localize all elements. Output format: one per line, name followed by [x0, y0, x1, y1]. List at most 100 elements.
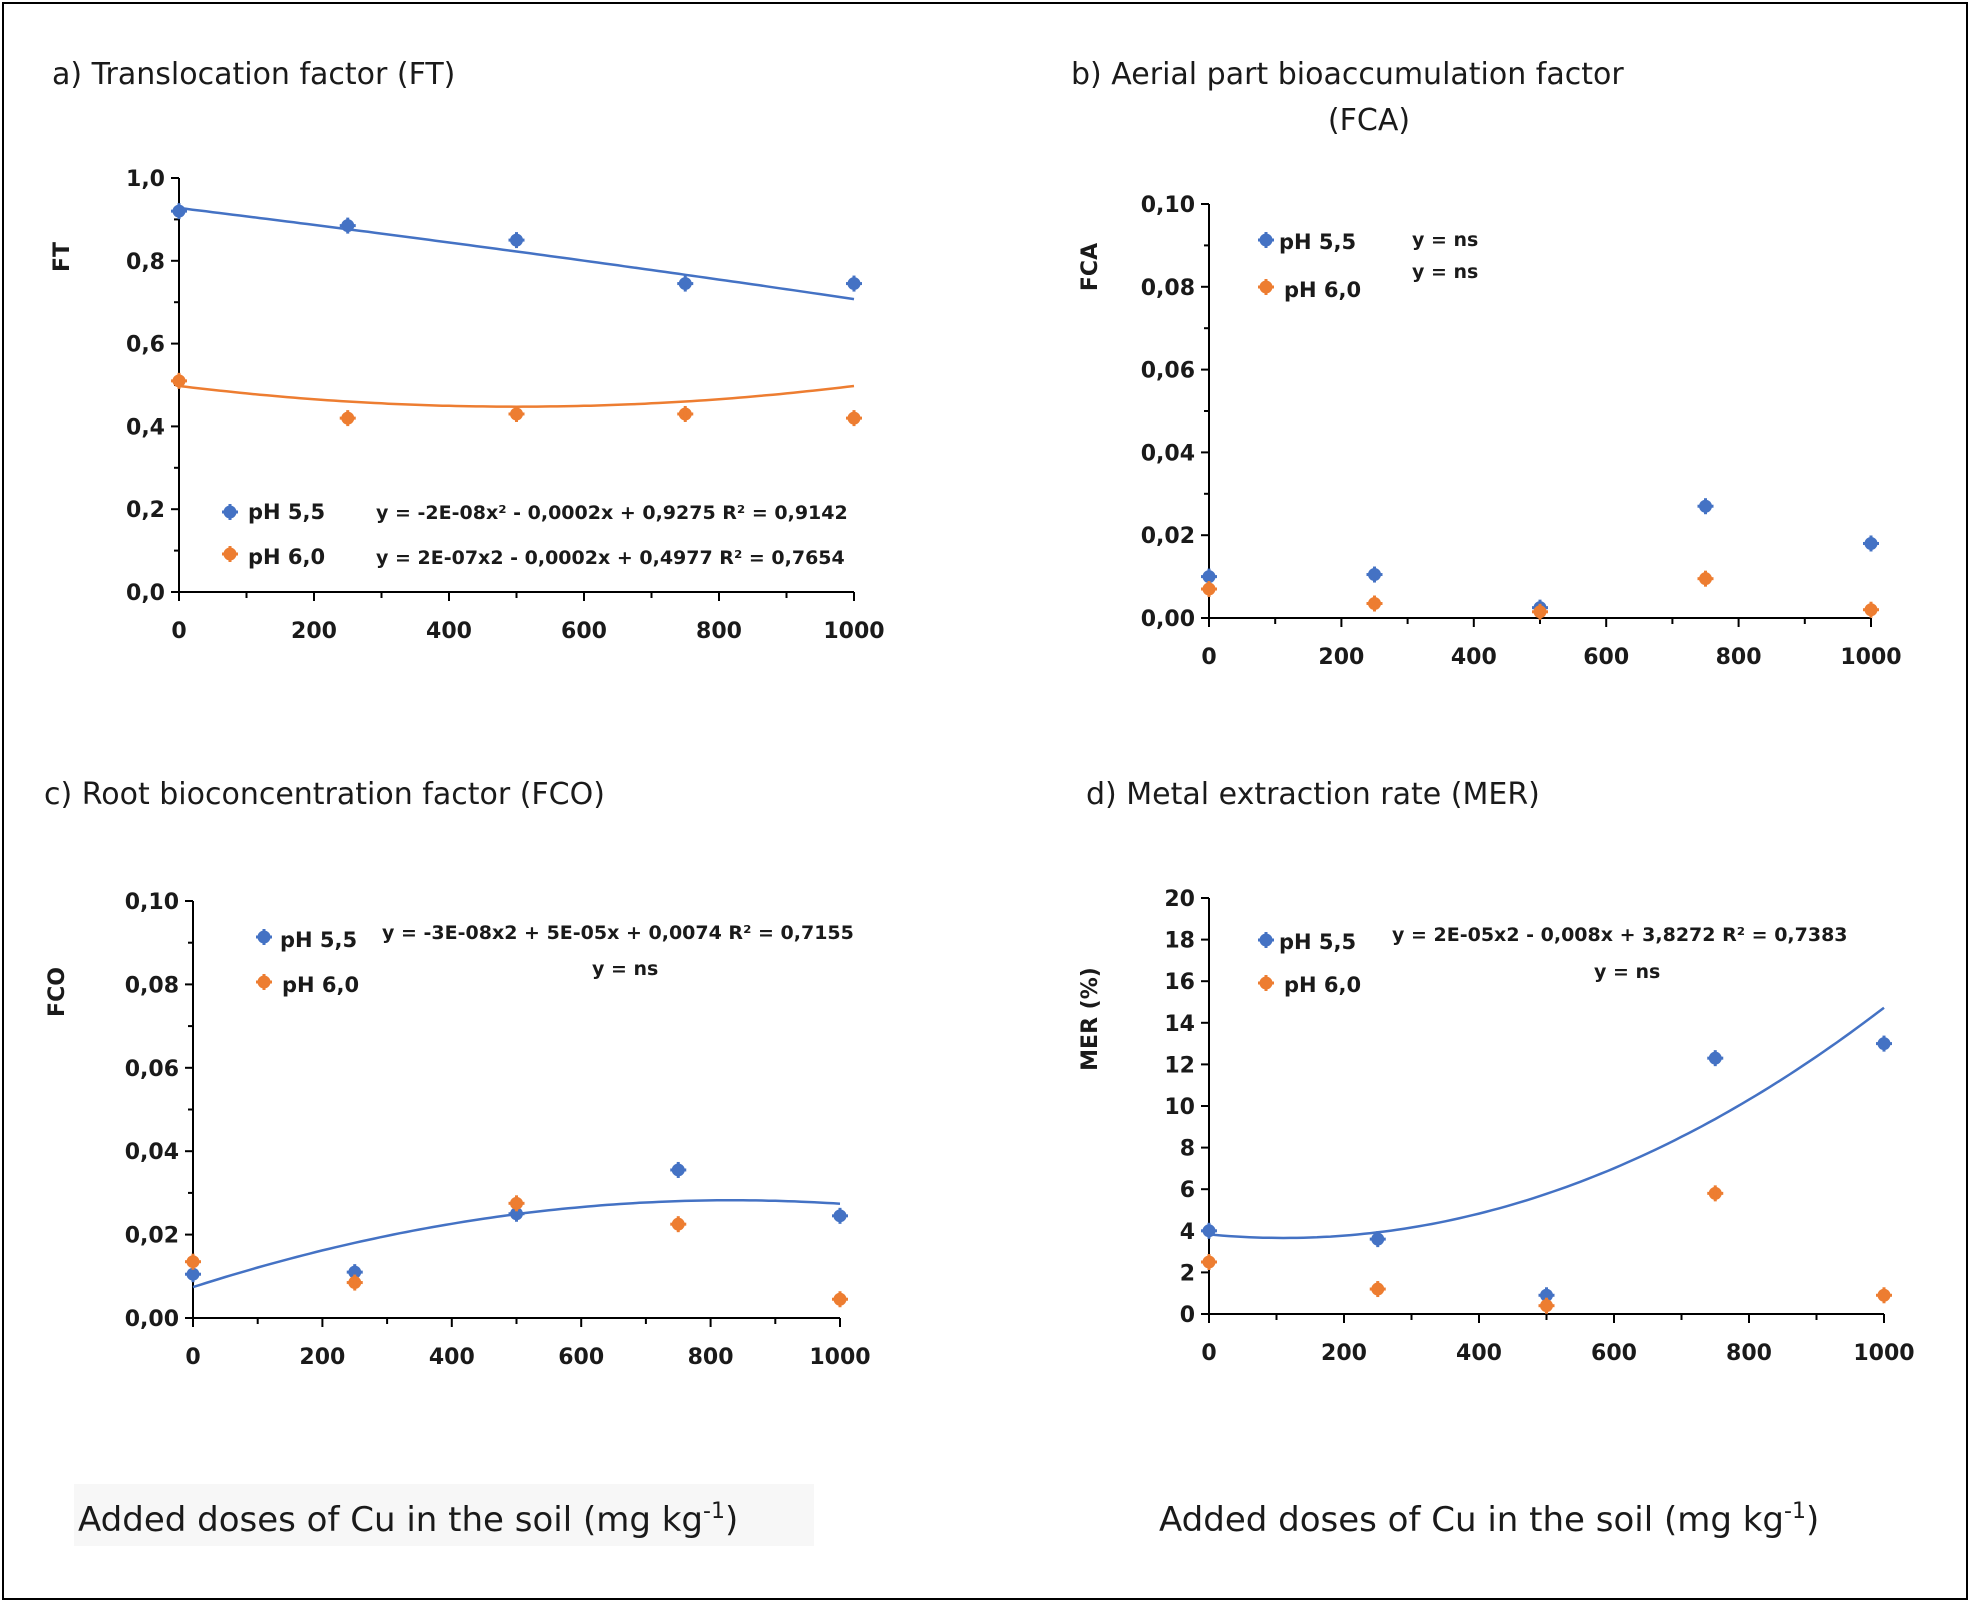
x-tick-label: 800 [1716, 645, 1762, 670]
point-series-1-3 [1697, 570, 1714, 587]
legend-ph55-label: pH 5,5 [1279, 230, 1356, 254]
panel-c-y-label: FCO [45, 967, 70, 1017]
panel-a-equation-ph60: y = 2E-07x2 - 0,0002x + 0,4977 R² = 0,76… [376, 547, 845, 569]
trendline-series-0 [178, 206, 855, 301]
y-tick-label: 12 [1164, 1053, 1195, 1078]
point-series-1-1 [1369, 1281, 1386, 1298]
panel-b-marks [1201, 232, 1879, 620]
x-tick-label: 1000 [809, 1345, 870, 1370]
panel-a-translocation-factor: a) Translocation factor (FT) FT 0,00,20,… [50, 57, 885, 644]
legend-ph55-label: pH 5,5 [248, 500, 325, 524]
point-series-1-3 [677, 405, 694, 422]
x-caption-left-text: Added doses of Cu in the soil (mg kg [78, 1500, 703, 1540]
point-series-0-3 [1697, 498, 1714, 515]
trendline-series-0 [1208, 1006, 1885, 1240]
y-tick-label: 0,0 [126, 581, 165, 606]
y-tick-label: 0,04 [125, 1140, 179, 1165]
x-tick-label: 0 [1201, 645, 1216, 670]
x-tick-label: 200 [291, 619, 337, 644]
point-series-0-2 [508, 1205, 525, 1222]
legend-marker-series-1 [1258, 975, 1274, 991]
panel-c-root-bioconcentration-factor: c) Root bioconcentration factor (FCO) FC… [44, 777, 871, 1370]
x-tick-label: 200 [1321, 1341, 1367, 1366]
y-tick-label: 0,00 [125, 1307, 179, 1332]
x-tick-label: 0 [1201, 1341, 1216, 1366]
y-tick-label: 0,06 [125, 1057, 179, 1082]
point-series-1-2 [508, 1195, 525, 1212]
point-series-0-4 [846, 275, 862, 292]
panel-c-legend: pH 5,5 pH 6,0 y = -3E-08x2 + 5E-05x + 0,… [280, 922, 854, 997]
point-series-1-0 [185, 1253, 201, 1270]
x-caption-left-sup: -1 [703, 1499, 725, 1524]
legend-ph60-label: pH 6,0 [1284, 973, 1361, 997]
point-series-1-2 [1538, 1297, 1555, 1314]
panel-c-title: c) Root bioconcentration factor (FCO) [44, 777, 605, 812]
y-tick-label: 0,04 [1141, 441, 1195, 466]
x-caption-left-bg [74, 1484, 814, 1546]
legend-marker-series-1 [256, 974, 272, 990]
x-tick-label: 800 [688, 1345, 734, 1370]
point-series-0-0 [185, 1266, 201, 1283]
x-tick-label: 400 [1456, 1341, 1502, 1366]
point-series-0-3 [677, 275, 694, 292]
legend-ph55-label: pH 5,5 [1279, 930, 1356, 954]
panel-b-equation-ph60: y = ns [1412, 261, 1478, 283]
point-series-1-2 [508, 405, 525, 422]
panel-b-axes: 0,00 0,02 0,04 0,06 0,08 0,10 0 200 400 600 800 100… [1141, 193, 1902, 670]
point-series-1-1 [339, 410, 356, 427]
point-series-1-0 [171, 372, 187, 389]
panel-c-equation-ph55: y = -3E-08x2 + 5E-05x + 0,0074 R² = 0,71… [382, 922, 854, 944]
panel-a-y-label: FT [50, 242, 75, 272]
legend-ph55-label: pH 5,5 [280, 928, 357, 952]
point-series-1-4 [832, 1291, 848, 1308]
point-series-1-3 [670, 1216, 687, 1233]
y-tick-label: 1,0 [126, 167, 165, 192]
point-series-1-2 [1532, 603, 1548, 620]
panel-b-legend: pH 5,5 pH 6,0 y = ns y = ns [1279, 229, 1478, 302]
x-caption-right-sup: -1 [1784, 1499, 1806, 1524]
point-series-1-0 [1201, 581, 1217, 598]
panel-d-equation-ph60: y = ns [1594, 961, 1660, 983]
point-series-1-1 [346, 1274, 363, 1291]
panel-d-marks [1201, 932, 1892, 1314]
y-tick-label: 4 [1180, 1220, 1195, 1245]
legend-marker-series-0 [222, 504, 238, 520]
point-series-1-4 [1863, 601, 1879, 618]
y-tick-label: 2 [1180, 1261, 1195, 1286]
point-series-0-4 [832, 1207, 848, 1224]
y-tick-label: 18 [1164, 929, 1195, 954]
panel-b-equation-ph55: y = ns [1412, 229, 1478, 251]
y-tick-label: 10 [1164, 1095, 1195, 1120]
x-caption-right-text: Added doses of Cu in the soil (mg kg [1159, 1500, 1784, 1540]
x-tick-label: 0 [171, 619, 186, 644]
legend-marker-series-0 [1258, 932, 1274, 948]
x-tick-label: 1000 [823, 619, 884, 644]
x-tick-label: 600 [561, 619, 607, 644]
panel-d-y-label: MER (%) [1078, 967, 1103, 1071]
y-tick-label: 0,2 [126, 498, 165, 523]
x-tick-label: 200 [1318, 645, 1364, 670]
panel-b-title: b) Aerial part bioaccumulation factor [1071, 57, 1624, 92]
panel-a-legend: pH 5,5 pH 6,0 y = -2E-08x² - 0,0002x + 0… [248, 500, 848, 569]
y-tick-label: 0,10 [1141, 193, 1195, 218]
x-tick-label: 400 [429, 1345, 475, 1370]
point-series-1-4 [1876, 1287, 1892, 1304]
legend-marker-series-0 [1258, 232, 1274, 248]
x-caption-right: Added doses of Cu in the soil (mg kg-1) [1159, 1499, 1819, 1540]
legend-marker-series-1 [222, 546, 238, 562]
panel-d-title: d) Metal extraction rate (MER) [1086, 777, 1540, 812]
point-series-0-1 [339, 217, 356, 234]
panel-c-equation-ph60: y = ns [592, 958, 658, 980]
x-tick-label: 200 [299, 1345, 345, 1370]
y-tick-label: 6 [1180, 1178, 1195, 1203]
panel-d-equation-ph55: y = 2E-05x2 - 0,008x + 3,8272 R² = 0,738… [1392, 924, 1848, 946]
panel-c-axes: 0,00 0,02 0,04 0,06 0,08 0,10 0 200 400 600 800 100… [125, 890, 871, 1370]
point-series-0-1 [1369, 1231, 1386, 1248]
figure-svg: a) Translocation factor (FT) FT 0,00,20,… [44, 57, 1915, 1546]
panel-a-axes: 0,0 0,2 0,4 0,6 0,8 1,0 0 200 400 600 800 1000 [126, 167, 885, 644]
legend-marker-series-0 [256, 929, 272, 945]
point-series-1-3 [1707, 1185, 1724, 1202]
legend-ph60-label: pH 6,0 [282, 973, 359, 997]
legend-ph60-label: pH 6,0 [248, 545, 325, 569]
x-caption-left: Added doses of Cu in the soil (mg kg-1) [78, 1499, 738, 1540]
